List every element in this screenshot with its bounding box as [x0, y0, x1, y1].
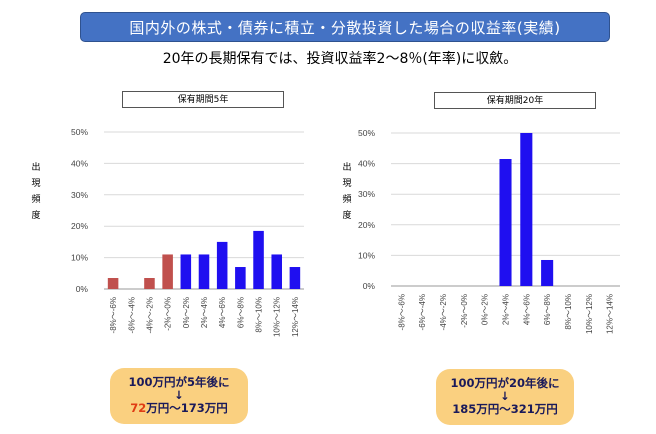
bar — [541, 259, 554, 286]
bar — [253, 230, 264, 289]
y-tick-label: 0% — [76, 284, 89, 294]
x-tick-label: 8%～10% — [564, 294, 573, 330]
y-axis-label-char: 現 — [342, 178, 351, 188]
y-tick-label: 40% — [71, 158, 88, 168]
y-tick-label: 50% — [358, 128, 375, 138]
chart-title-5yr: 保有期間5年 — [122, 91, 284, 108]
x-tick-label: 12%～14% — [291, 297, 300, 337]
bar — [216, 241, 228, 289]
y-tick-label: 30% — [71, 190, 88, 200]
callout-20yr-arrow: ↓ — [500, 389, 510, 403]
bar — [520, 133, 533, 286]
x-tick-label: 10%～12% — [273, 297, 282, 337]
x-tick-label: -8%～-6% — [109, 297, 118, 333]
x-tick-label: -2%～0% — [164, 297, 173, 331]
callout-5yr-min: 72 — [130, 401, 147, 415]
callout-5yr-line1: 100万円が5年後に — [128, 375, 230, 389]
y-axis-label-char: 頻 — [342, 193, 351, 204]
chart-title-20yr: 保有期間20年 — [434, 92, 596, 109]
x-tick-label: -4%～-2% — [439, 294, 448, 330]
x-tick-label: 2%～4% — [200, 297, 209, 328]
x-tick-label: -6%～-4% — [418, 294, 427, 330]
x-tick-label: 6%～8% — [236, 297, 245, 328]
y-tick-label: 20% — [358, 220, 375, 230]
y-axis-label-char: 現 — [31, 178, 40, 188]
y-tick-label: 10% — [358, 250, 375, 260]
bar — [162, 254, 173, 289]
bar — [107, 278, 119, 289]
x-tick-label: -6%～-4% — [127, 297, 136, 333]
y-axis-label-char: 度 — [31, 209, 40, 220]
y-axis-label-char: 出 — [31, 161, 40, 172]
y-tick-label: 30% — [358, 189, 375, 199]
y-axis-label-char: 頻 — [31, 193, 40, 204]
y-tick-label: 40% — [358, 159, 375, 169]
bar — [289, 267, 301, 289]
bar — [180, 254, 192, 289]
x-tick-label: 0%～2% — [182, 297, 191, 328]
callout-5yr-arrow: ↓ — [174, 388, 184, 402]
bar — [198, 254, 210, 289]
callout-5yr-rest: 万円～173万円 — [146, 401, 228, 415]
callout-20yr-range: 185万円～321万円 — [452, 402, 558, 416]
subtitle: 20年の長期保有では、投資収益率2～8％(年率)に収斂。 — [162, 51, 518, 67]
x-tick-label: 2%～4% — [502, 294, 511, 325]
callout-5yr-range: 72万円～173万円 — [110, 400, 248, 416]
y-tick-label: 0% — [363, 281, 376, 291]
x-tick-label: 6%～8% — [543, 294, 552, 325]
page-title-banner: 国内外の株式・債券に積立・分散投資した場合の収益率(実績) — [80, 12, 610, 42]
x-tick-label: -2%～0% — [460, 294, 469, 328]
x-tick-label: -8%～-6% — [397, 294, 406, 330]
bar — [499, 159, 512, 286]
x-tick-label: 0%～2% — [481, 294, 490, 325]
x-tick-label: 8%～10% — [255, 297, 264, 333]
callout-20yr-line1: 100万円が20年後に — [450, 376, 560, 390]
callout-20yr: 100万円が20年後に ↓ 185万円～321万円 — [436, 369, 574, 425]
x-tick-label: 4%～6% — [218, 297, 227, 328]
x-tick-label: -4%～-2% — [145, 297, 154, 333]
y-tick-label: 10% — [71, 253, 88, 263]
y-axis-label-char: 出 — [342, 161, 351, 172]
y-tick-label: 20% — [71, 221, 88, 231]
callout-5yr: 100万円が5年後に ↓ 72万円～173万円 — [110, 368, 248, 424]
x-tick-label: 10%～12% — [585, 294, 594, 334]
x-tick-label: 4%～6% — [522, 294, 531, 325]
x-tick-label: 12%～14% — [606, 294, 615, 334]
y-axis-label-char: 度 — [342, 209, 351, 220]
bar — [144, 278, 155, 289]
bar — [235, 267, 246, 289]
y-tick-label: 50% — [71, 127, 88, 137]
bar — [271, 254, 282, 289]
